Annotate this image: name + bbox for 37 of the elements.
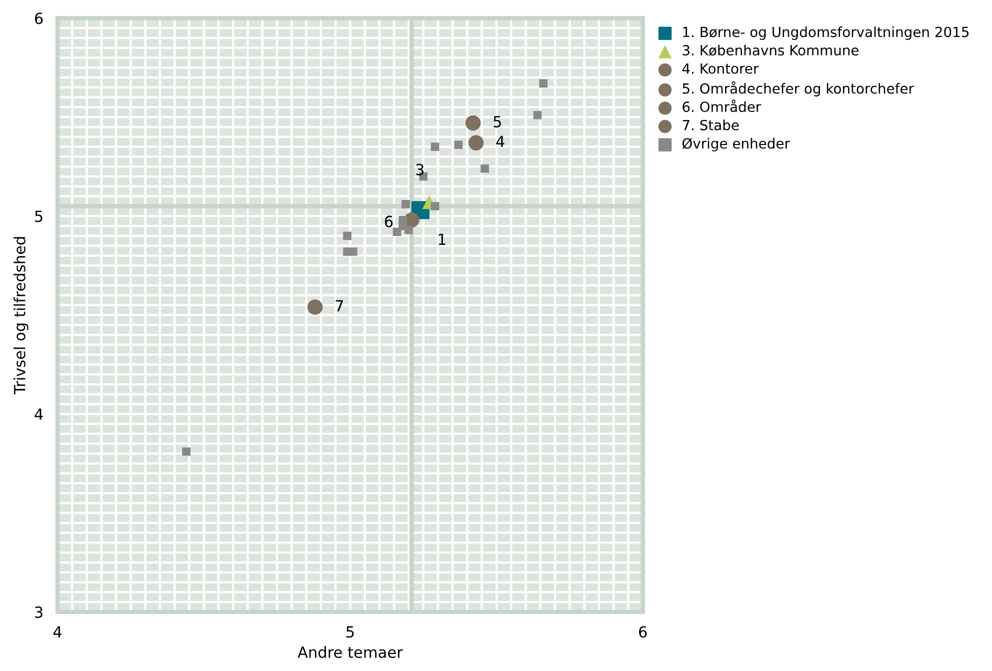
point [468, 135, 484, 150]
point [343, 232, 352, 240]
point [430, 142, 440, 151]
point [348, 248, 358, 256]
legend-label: Øvrige enheder [682, 138, 790, 152]
legend-label: 4. Kontorer [682, 63, 759, 74]
point [430, 202, 440, 210]
point [454, 140, 463, 149]
point [404, 226, 413, 234]
legend-label: 5. Områdechefer og kontorchefer [682, 81, 914, 96]
y-tick-label: 5 [35, 210, 42, 222]
annotation: 1 [438, 234, 446, 245]
x-axis-title: Andre temaer [298, 646, 403, 658]
point [465, 115, 481, 131]
point [533, 110, 542, 120]
x-tick-label: 5 [346, 626, 354, 638]
point [402, 200, 410, 208]
annotation: 5 [494, 116, 501, 128]
legend-label: 7. Stabe [682, 120, 739, 130]
legend-label: 1. Børne- og Ungdomsforvaltningen 2015 [683, 26, 969, 40]
point [307, 299, 323, 315]
annotation: 6 [384, 216, 393, 228]
x-tick-label: 4 [53, 626, 62, 638]
y-axis-title: Trivsel og tilfredshed [14, 237, 28, 394]
legend-label: 6. Områder [682, 100, 762, 112]
y-tick-label: 3 [35, 606, 42, 618]
y-tick-label: 6 [34, 12, 43, 24]
point [182, 447, 190, 456]
x-tick-label: 6 [639, 626, 647, 638]
annotation: 3 [416, 164, 424, 176]
point [539, 79, 548, 88]
y-tick-label: 4 [34, 408, 43, 420]
annotation: 7 [336, 300, 343, 312]
annotation: 4 [496, 136, 504, 148]
legend-label: 3. Københavns Kommune [682, 44, 859, 56]
point [480, 164, 489, 173]
point [392, 228, 402, 236]
